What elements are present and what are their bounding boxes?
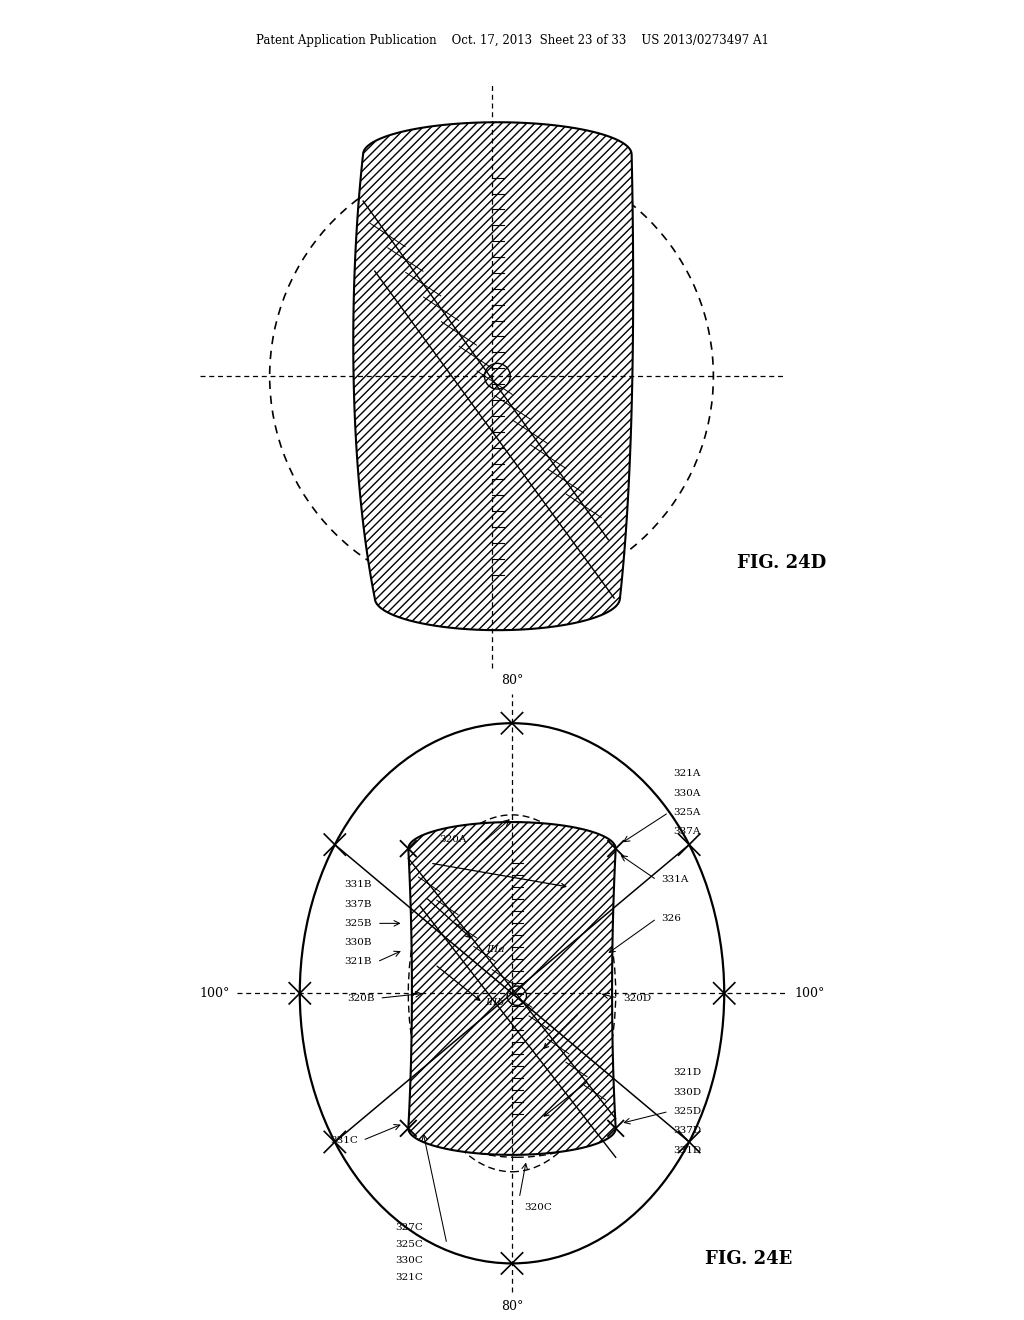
Text: IIIb: IIIb: [485, 998, 505, 1007]
Text: 325A: 325A: [674, 808, 701, 817]
Text: 325B: 325B: [345, 919, 372, 928]
Text: 100°: 100°: [795, 987, 824, 999]
Text: Patent Application Publication    Oct. 17, 2013  Sheet 23 of 33    US 2013/02734: Patent Application Publication Oct. 17, …: [256, 34, 768, 48]
Polygon shape: [409, 822, 615, 1155]
Text: 330A: 330A: [674, 788, 701, 797]
Text: 331D: 331D: [674, 1146, 701, 1155]
Text: 80°: 80°: [501, 1300, 523, 1312]
Text: 321D: 321D: [674, 1068, 701, 1077]
Text: 321A: 321A: [674, 770, 701, 779]
Polygon shape: [353, 123, 633, 630]
Text: 321C: 321C: [395, 1274, 423, 1282]
Text: 330B: 330B: [345, 939, 372, 948]
Text: 330D: 330D: [674, 1088, 701, 1097]
Text: 331A: 331A: [662, 875, 689, 884]
Text: 337A: 337A: [674, 828, 701, 837]
Text: 330C: 330C: [395, 1257, 423, 1266]
Text: FIG. 24E: FIG. 24E: [705, 1250, 793, 1267]
Text: 321B: 321B: [345, 957, 372, 966]
Text: 320A: 320A: [439, 834, 466, 843]
Text: 320C: 320C: [524, 1203, 552, 1212]
Text: 331C: 331C: [330, 1137, 357, 1144]
Text: 320D: 320D: [623, 994, 651, 1003]
Text: 325C: 325C: [395, 1239, 423, 1249]
Text: 327C: 327C: [395, 1222, 423, 1232]
Text: 337B: 337B: [345, 899, 372, 908]
Text: IIIa: IIIa: [485, 945, 505, 954]
Text: 331B: 331B: [345, 880, 372, 890]
Text: 337D: 337D: [674, 1126, 701, 1135]
Text: 100°: 100°: [200, 987, 229, 999]
Text: 325D: 325D: [674, 1107, 701, 1115]
Text: 320B: 320B: [347, 994, 375, 1003]
Text: 80°: 80°: [501, 675, 523, 686]
Text: FIG. 24D: FIG. 24D: [736, 554, 826, 572]
Text: 326: 326: [662, 913, 681, 923]
